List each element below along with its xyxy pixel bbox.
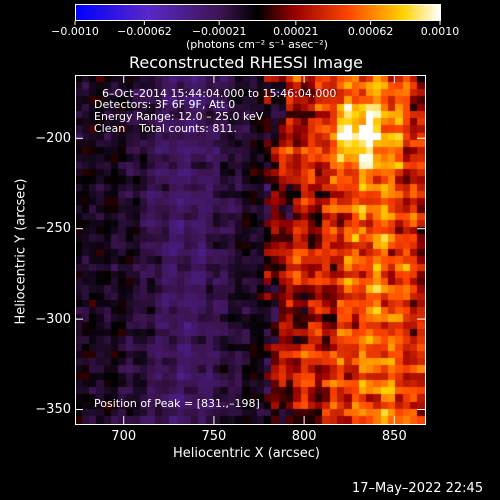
colorbar-tick-label: −0.0010 bbox=[51, 25, 99, 38]
annotation-time-range: 6–Oct–2014 15:44:04.000 to 15:46:04.000 bbox=[102, 87, 337, 100]
chart-title: Reconstructed RHESSI Image bbox=[129, 53, 363, 72]
x-tick-label: 750 bbox=[201, 429, 227, 444]
annotation-energy-range: Energy Range: 12.0 – 25.0 keV bbox=[94, 110, 264, 123]
x-tick-label: 800 bbox=[291, 429, 317, 444]
plot-frame bbox=[75, 75, 426, 425]
colorbar-tick-label: 0.0010 bbox=[420, 25, 460, 38]
y-tick-label: −300 bbox=[35, 311, 71, 327]
footer-timestamp: 17–May–2022 22:45 bbox=[352, 481, 484, 496]
colorbar bbox=[75, 4, 440, 20]
annotation-peak-position: Position of Peak = [831.,–198] bbox=[94, 397, 260, 410]
colorbar-tick-label: −0.00062 bbox=[116, 25, 172, 38]
colorbar-ticks bbox=[74, 21, 441, 25]
colorbar-frame bbox=[74, 4, 441, 25]
x-axis-ticks bbox=[123, 75, 395, 424]
y-axis-ticks bbox=[75, 137, 425, 411]
x-axis-label: Heliocentric X (arcsec) bbox=[173, 446, 320, 461]
colorbar-tick-label: 0.00021 bbox=[273, 25, 319, 38]
annotation-detectors: Detectors: 3F 6F 9F, Att 0 bbox=[94, 98, 236, 111]
heatmap-image bbox=[75, 75, 425, 424]
colorbar-tick-label: −0.00021 bbox=[191, 25, 247, 38]
y-axis-label: Heliocentric Y (arcsec) bbox=[13, 178, 29, 325]
x-tick-label: 850 bbox=[381, 429, 407, 444]
y-tick-label: −250 bbox=[35, 221, 71, 237]
annotation-clean-counts: Clean Total counts: 811. bbox=[94, 122, 237, 135]
y-tick-label: −200 bbox=[35, 130, 71, 146]
y-tick-label: −350 bbox=[35, 402, 71, 418]
colorbar-tick-label: 0.00062 bbox=[347, 25, 394, 38]
x-tick-label: 700 bbox=[111, 429, 137, 444]
colorbar-units-label: (photons cm⁻² s⁻¹ asec⁻²) bbox=[186, 38, 328, 51]
